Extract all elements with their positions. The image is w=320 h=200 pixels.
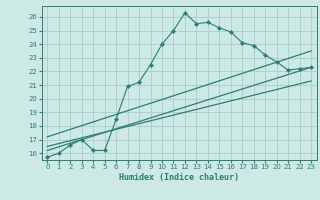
X-axis label: Humidex (Indice chaleur): Humidex (Indice chaleur) — [119, 173, 239, 182]
